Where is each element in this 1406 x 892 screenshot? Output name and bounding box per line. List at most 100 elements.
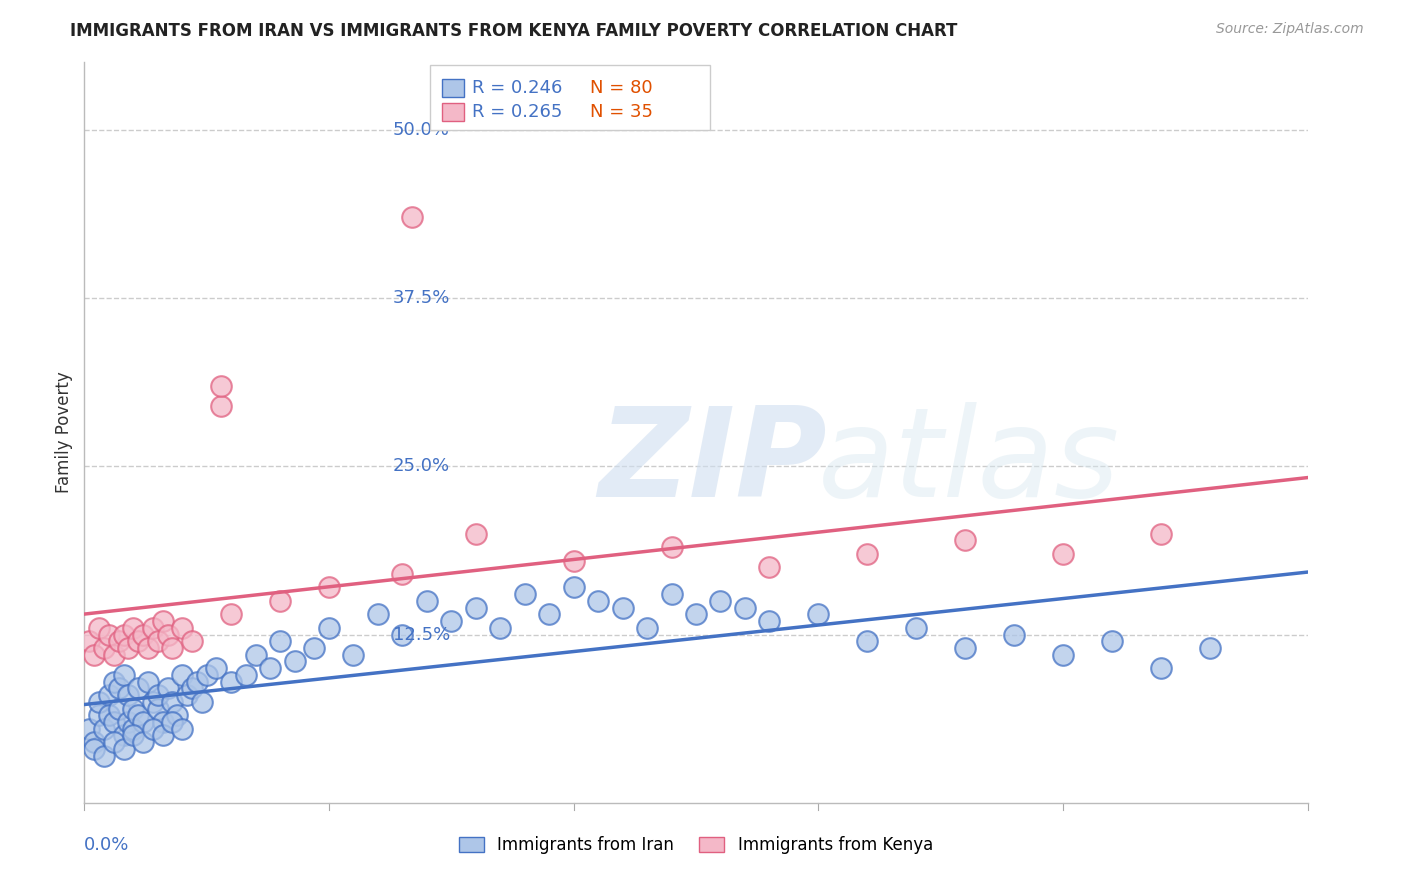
Point	[83, 742, 105, 756]
Point	[112, 627, 135, 641]
Point	[136, 674, 159, 689]
FancyBboxPatch shape	[430, 65, 710, 130]
Point	[464, 600, 486, 615]
Point	[1101, 634, 1123, 648]
Point	[103, 648, 125, 662]
Point	[191, 695, 214, 709]
Point	[127, 634, 149, 648]
Point	[112, 668, 135, 682]
Point	[142, 695, 165, 709]
Point	[612, 600, 634, 615]
Point	[172, 722, 194, 736]
Point	[103, 714, 125, 729]
Point	[758, 614, 780, 628]
Point	[162, 640, 184, 655]
FancyBboxPatch shape	[441, 103, 464, 121]
Y-axis label: Family Poverty: Family Poverty	[55, 372, 73, 493]
Point	[489, 621, 512, 635]
Point	[83, 648, 105, 662]
Text: Source: ZipAtlas.com: Source: ZipAtlas.com	[1216, 22, 1364, 37]
Point	[97, 627, 120, 641]
Point	[152, 714, 174, 729]
Point	[172, 621, 194, 635]
Point	[146, 701, 169, 715]
Point	[636, 621, 658, 635]
Point	[709, 594, 731, 608]
Point	[391, 566, 413, 581]
Text: ZIP: ZIP	[598, 401, 827, 523]
Point	[905, 621, 928, 635]
Point	[107, 681, 129, 696]
Point	[176, 688, 198, 702]
Point	[87, 708, 110, 723]
Point	[734, 600, 756, 615]
Text: 0.0%: 0.0%	[84, 836, 129, 855]
Point	[856, 634, 879, 648]
Point	[87, 695, 110, 709]
Point	[209, 399, 232, 413]
Point	[464, 526, 486, 541]
Text: R = 0.265: R = 0.265	[472, 103, 562, 121]
Point	[1150, 661, 1173, 675]
Point	[562, 553, 585, 567]
Point	[112, 742, 135, 756]
Point	[117, 714, 139, 729]
Text: 50.0%: 50.0%	[392, 120, 450, 139]
Text: 12.5%: 12.5%	[392, 625, 450, 643]
Point	[953, 640, 976, 655]
Point	[269, 634, 291, 648]
Point	[107, 634, 129, 648]
Point	[122, 729, 145, 743]
Text: R = 0.246: R = 0.246	[472, 79, 562, 97]
Point	[367, 607, 389, 622]
Point	[661, 587, 683, 601]
Point	[685, 607, 707, 622]
Point	[856, 547, 879, 561]
Point	[122, 621, 145, 635]
Point	[304, 640, 326, 655]
Point	[205, 661, 228, 675]
Point	[103, 735, 125, 749]
Point	[122, 722, 145, 736]
Point	[391, 627, 413, 641]
Point	[181, 681, 204, 696]
Point	[807, 607, 830, 622]
Point	[513, 587, 536, 601]
Point	[1198, 640, 1220, 655]
Point	[122, 701, 145, 715]
Point	[97, 708, 120, 723]
Point	[103, 674, 125, 689]
Text: atlas: atlas	[818, 401, 1121, 523]
Point	[112, 729, 135, 743]
Point	[142, 621, 165, 635]
Point	[235, 668, 257, 682]
Point	[953, 533, 976, 548]
Point	[93, 722, 115, 736]
Point	[245, 648, 267, 662]
Point	[156, 627, 179, 641]
Point	[758, 560, 780, 574]
Point	[1052, 648, 1074, 662]
Text: N = 80: N = 80	[591, 79, 652, 97]
Point	[146, 634, 169, 648]
Point	[318, 621, 340, 635]
Text: IMMIGRANTS FROM IRAN VS IMMIGRANTS FROM KENYA FAMILY POVERTY CORRELATION CHART: IMMIGRANTS FROM IRAN VS IMMIGRANTS FROM …	[70, 22, 957, 40]
Point	[318, 581, 340, 595]
Text: 37.5%: 37.5%	[392, 289, 450, 307]
Point	[77, 634, 100, 648]
Point	[132, 627, 155, 641]
Text: N = 35: N = 35	[591, 103, 652, 121]
Point	[401, 211, 423, 225]
Point	[152, 729, 174, 743]
Point	[132, 714, 155, 729]
Point	[661, 540, 683, 554]
Point	[1052, 547, 1074, 561]
Point	[83, 735, 105, 749]
Point	[586, 594, 609, 608]
Point	[172, 668, 194, 682]
Point	[342, 648, 364, 662]
Point	[127, 708, 149, 723]
Point	[117, 688, 139, 702]
Point	[219, 674, 242, 689]
Point	[132, 735, 155, 749]
